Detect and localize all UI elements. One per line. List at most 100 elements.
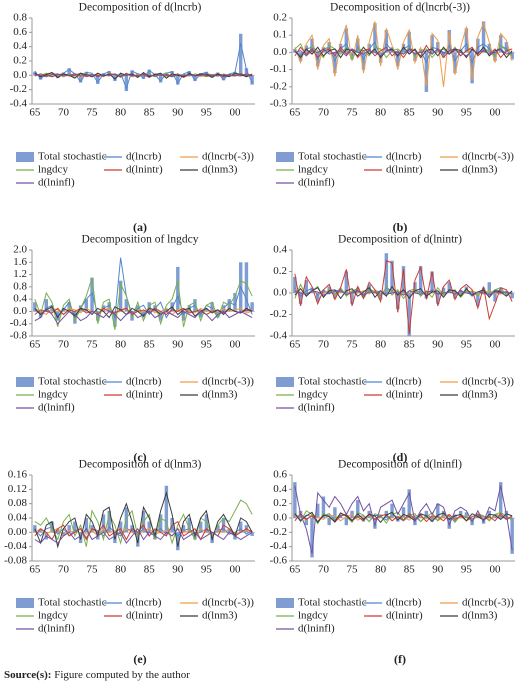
bar [38,75,43,80]
bar [298,293,303,304]
x-tick-label: 65 [289,564,301,576]
panel-label: (c) [133,450,146,464]
bar [56,75,60,79]
legend-label: Total stochastic [298,376,367,388]
bar [373,23,377,53]
legend-label: Total stochastic [38,151,107,163]
bar [170,71,174,76]
chart-title: Decomposition of d(lnm3) [79,459,202,471]
bar [293,276,297,293]
bar [344,518,349,526]
bar [430,518,434,522]
series-line [294,511,513,524]
legend-label: lngdcy [38,389,68,401]
bar [316,503,320,518]
y-tick-label: -0.1 [270,63,287,75]
x-tick-label: 00 [229,107,241,119]
x-tick-label: 85 [144,564,156,576]
legend-label: d(lncrb) [386,151,422,163]
bar [316,293,320,302]
x-tick-label: 90 [432,564,444,576]
legend-label: Total stochastic [298,151,367,163]
bar [453,293,457,299]
bar [487,282,491,293]
bar [493,52,497,61]
legend-label: d(lnm3) [462,389,498,401]
bar [464,28,469,53]
bar [361,52,366,70]
y-tick-label: 0.8 [13,12,27,24]
x-tick-label: 00 [489,339,501,351]
bar [470,52,474,84]
x-tick-label: 70 [318,564,330,576]
bar [84,518,89,533]
chart-title: Decomposition of d(lncrb(-3)) [330,2,470,14]
bar [487,43,491,53]
panel-label: (b) [393,220,408,234]
x-tick-label: 00 [229,564,241,576]
bar [304,518,309,526]
legend-label: d(lninfl) [298,402,335,414]
bar [118,280,123,312]
bar [293,482,297,518]
series-line [294,290,513,296]
x-tick-label: 70 [318,339,330,351]
bar [147,302,151,312]
bar [158,75,163,83]
bar [107,510,111,533]
bar [447,30,451,53]
legend-label: d(lnm3) [202,610,238,622]
bar [333,507,337,518]
bar [407,293,411,336]
legend-label: lngdcy [298,389,328,401]
panel-label: (d) [393,450,408,464]
x-tick-label: 75 [87,564,99,576]
bar [407,489,411,518]
bar [38,528,43,533]
bar [436,293,440,304]
y-tick-label: 0.04 [8,512,28,524]
y-tick-label: -0.2 [270,526,287,538]
chart-title: Decomposition of d(lncrb) [79,2,202,14]
chart-title: Decomposition of d(lninfl) [338,459,462,471]
bar [344,271,349,293]
x-tick-label: 85 [404,107,416,119]
y-tick-label: 0.2 [273,12,287,24]
y-tick-label: 2.0 [13,244,27,256]
x-tick-label: 65 [289,339,301,351]
x-tick-label: 85 [404,564,416,576]
bar [510,293,514,299]
legend-label: d(lncrb) [386,597,422,609]
y-tick-label: 0.0 [273,287,287,299]
series-line [34,277,253,330]
x-tick-label: 80 [115,107,127,119]
y-tick-label: -0.4 [270,540,288,552]
panel-label: (f) [394,652,406,666]
bar [401,266,406,293]
bar [141,75,146,79]
bar [441,52,446,58]
y-tick-label: -0.3 [270,98,288,110]
legend-label: d(lnm3) [202,389,238,401]
x-tick-label: 95 [461,564,473,576]
x-tick-label: 95 [201,339,213,351]
bar [250,302,254,312]
y-tick-label: 0.2 [13,55,27,67]
legend-label: d(lncrb(-3)) [202,376,254,388]
bar [356,38,360,53]
y-tick-label: -0.2 [270,80,287,92]
legend-label: d(lncrb(-3)) [462,376,514,388]
bar [333,52,337,74]
bar [504,42,509,53]
bar [78,75,83,83]
y-tick-label: 0.4 [273,483,287,495]
legend-label: d(lnintr) [386,610,423,622]
bar [164,485,169,533]
y-tick-label: -0.2 [10,83,27,95]
legend-label: d(lnm3) [462,610,498,622]
bar [204,308,209,312]
bar [107,302,111,312]
bar [396,52,400,67]
x-tick-label: 90 [432,339,444,351]
panel-label: (e) [133,652,146,666]
